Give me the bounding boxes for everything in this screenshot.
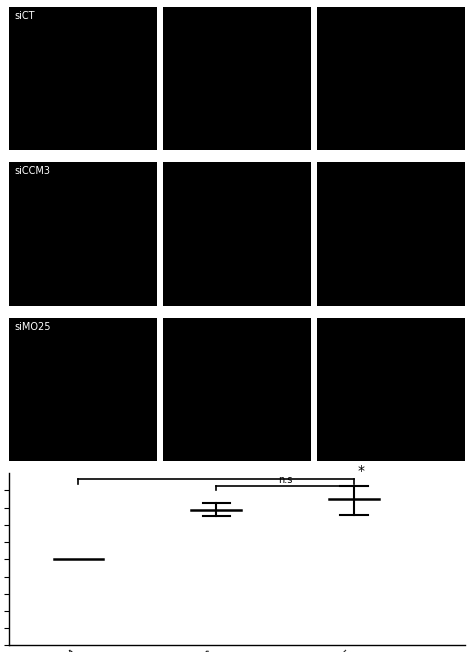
Text: n.s: n.s [278,475,292,485]
Title: VE-cadherin/F-actin: VE-cadherin/F-actin [343,0,438,6]
Title: VE-cadherin: VE-cadherin [50,0,117,6]
Text: siCT: siCT [14,11,35,21]
Text: *: * [357,464,365,479]
Text: siCCM3: siCCM3 [14,166,50,177]
Text: siMO25: siMO25 [14,322,50,332]
Title: F-actin: F-actin [218,0,256,6]
